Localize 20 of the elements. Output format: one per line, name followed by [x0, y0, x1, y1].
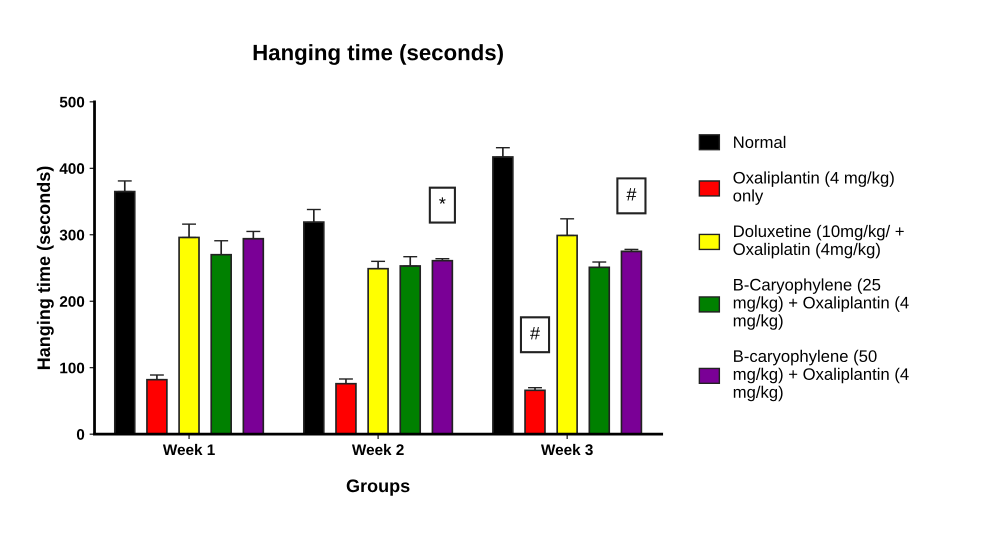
- x-tick-label: Week 3: [540, 444, 593, 456]
- legend-label: Normal: [734, 136, 786, 148]
- y-tick-label: 200: [60, 296, 84, 307]
- y-tick-label: 300: [60, 230, 84, 240]
- legend-label: Oxaliplantin (4 mg/kg) only: [733, 171, 894, 205]
- chart-title: Hanging time (seconds): [254, 44, 503, 65]
- y-tick-label: 500: [60, 96, 84, 108]
- legend-label: B-caryophylene (50 mg/kg) + Oxaliplantin (4 mg/kg): [734, 350, 909, 402]
- x-tick-label: Week 1: [162, 444, 215, 456]
- x-tick-label: Week 2: [352, 444, 404, 456]
- y-tick-label: 0: [76, 429, 84, 440]
- y-axis-title: Hanging time (seconds): [36, 166, 54, 370]
- y-tick-label: 400: [60, 163, 84, 174]
- legend-label: Doluxetine (10mg/kg/ + Oxaliplatin (4mg/kg): [733, 224, 904, 258]
- data-label: *: [439, 197, 446, 204]
- x-axis-title: Groups: [346, 479, 410, 496]
- y-tick-label: 100: [60, 362, 84, 374]
- legend-label: B-Caryophylene (25 mg/kg) + Oxaliplantin (4 mg/kg): [734, 278, 909, 330]
- data-label: #: [626, 188, 636, 200]
- data-label: #: [530, 327, 540, 340]
